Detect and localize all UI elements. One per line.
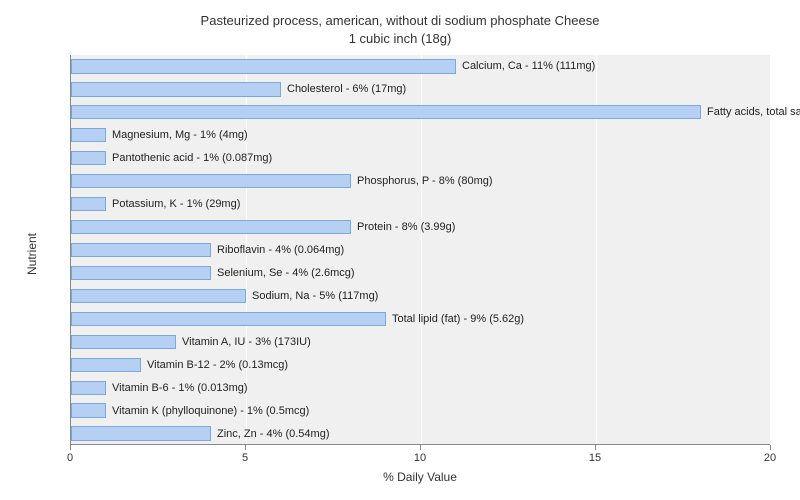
bar bbox=[71, 358, 141, 372]
bar bbox=[71, 403, 106, 417]
chart-title-line2: 1 cubic inch (18g) bbox=[0, 30, 800, 48]
y-axis-label: Nutrient bbox=[25, 233, 39, 275]
bar bbox=[71, 197, 106, 211]
bar bbox=[71, 312, 386, 326]
bar-label: Phosphorus, P - 8% (80mg) bbox=[351, 175, 493, 187]
bar-label: Magnesium, Mg - 1% (4mg) bbox=[106, 129, 248, 141]
bar-label: Riboflavin - 4% (0.064mg) bbox=[211, 244, 344, 256]
x-axis-label: % Daily Value bbox=[320, 470, 520, 484]
bar-label: Total lipid (fat) - 9% (5.62g) bbox=[386, 313, 524, 325]
bar bbox=[71, 82, 281, 96]
bar bbox=[71, 220, 351, 234]
bar bbox=[71, 381, 106, 395]
nutrient-chart: Pasteurized process, american, without d… bbox=[0, 0, 800, 500]
bar bbox=[71, 174, 351, 188]
x-tick bbox=[595, 445, 596, 450]
bar bbox=[71, 105, 701, 119]
bar bbox=[71, 289, 246, 303]
bar bbox=[71, 243, 211, 257]
bar bbox=[71, 59, 456, 73]
bar bbox=[71, 266, 211, 280]
bar-label: Fatty acids, total saturated - 18% (3.54… bbox=[701, 106, 800, 118]
bar-label: Selenium, Se - 4% (2.6mcg) bbox=[211, 267, 355, 279]
x-tick-label: 10 bbox=[414, 452, 426, 464]
x-tick-label: 0 bbox=[67, 452, 73, 464]
x-tick-label: 15 bbox=[589, 452, 601, 464]
x-tick bbox=[70, 445, 71, 450]
chart-title: Pasteurized process, american, without d… bbox=[0, 0, 800, 47]
bar-label: Protein - 8% (3.99g) bbox=[351, 221, 455, 233]
bar-label: Zinc, Zn - 4% (0.54mg) bbox=[211, 428, 329, 440]
bar bbox=[71, 426, 211, 440]
x-tick bbox=[245, 445, 246, 450]
bar bbox=[71, 335, 176, 349]
x-tick bbox=[770, 445, 771, 450]
bar-label: Vitamin B-6 - 1% (0.013mg) bbox=[106, 382, 248, 394]
bar-label: Pantothenic acid - 1% (0.087mg) bbox=[106, 152, 272, 164]
x-tick-label: 20 bbox=[764, 452, 776, 464]
bar-label: Cholesterol - 6% (17mg) bbox=[281, 83, 406, 95]
bar-label: Potassium, K - 1% (29mg) bbox=[106, 198, 240, 210]
bar-label: Sodium, Na - 5% (117mg) bbox=[246, 290, 378, 302]
bar bbox=[71, 128, 106, 142]
x-tick-label: 5 bbox=[242, 452, 248, 464]
bar-label: Vitamin A, IU - 3% (173IU) bbox=[176, 336, 311, 348]
bar-label: Vitamin K (phylloquinone) - 1% (0.5mcg) bbox=[106, 405, 309, 417]
bar-label: Calcium, Ca - 11% (111mg) bbox=[456, 60, 595, 72]
x-tick bbox=[420, 445, 421, 450]
plot-area: Calcium, Ca - 11% (111mg) Cholesterol - 6… bbox=[70, 55, 770, 445]
bar-label: Vitamin B-12 - 2% (0.13mcg) bbox=[141, 359, 288, 371]
chart-title-line1: Pasteurized process, american, without d… bbox=[0, 12, 800, 30]
bar bbox=[71, 151, 106, 165]
